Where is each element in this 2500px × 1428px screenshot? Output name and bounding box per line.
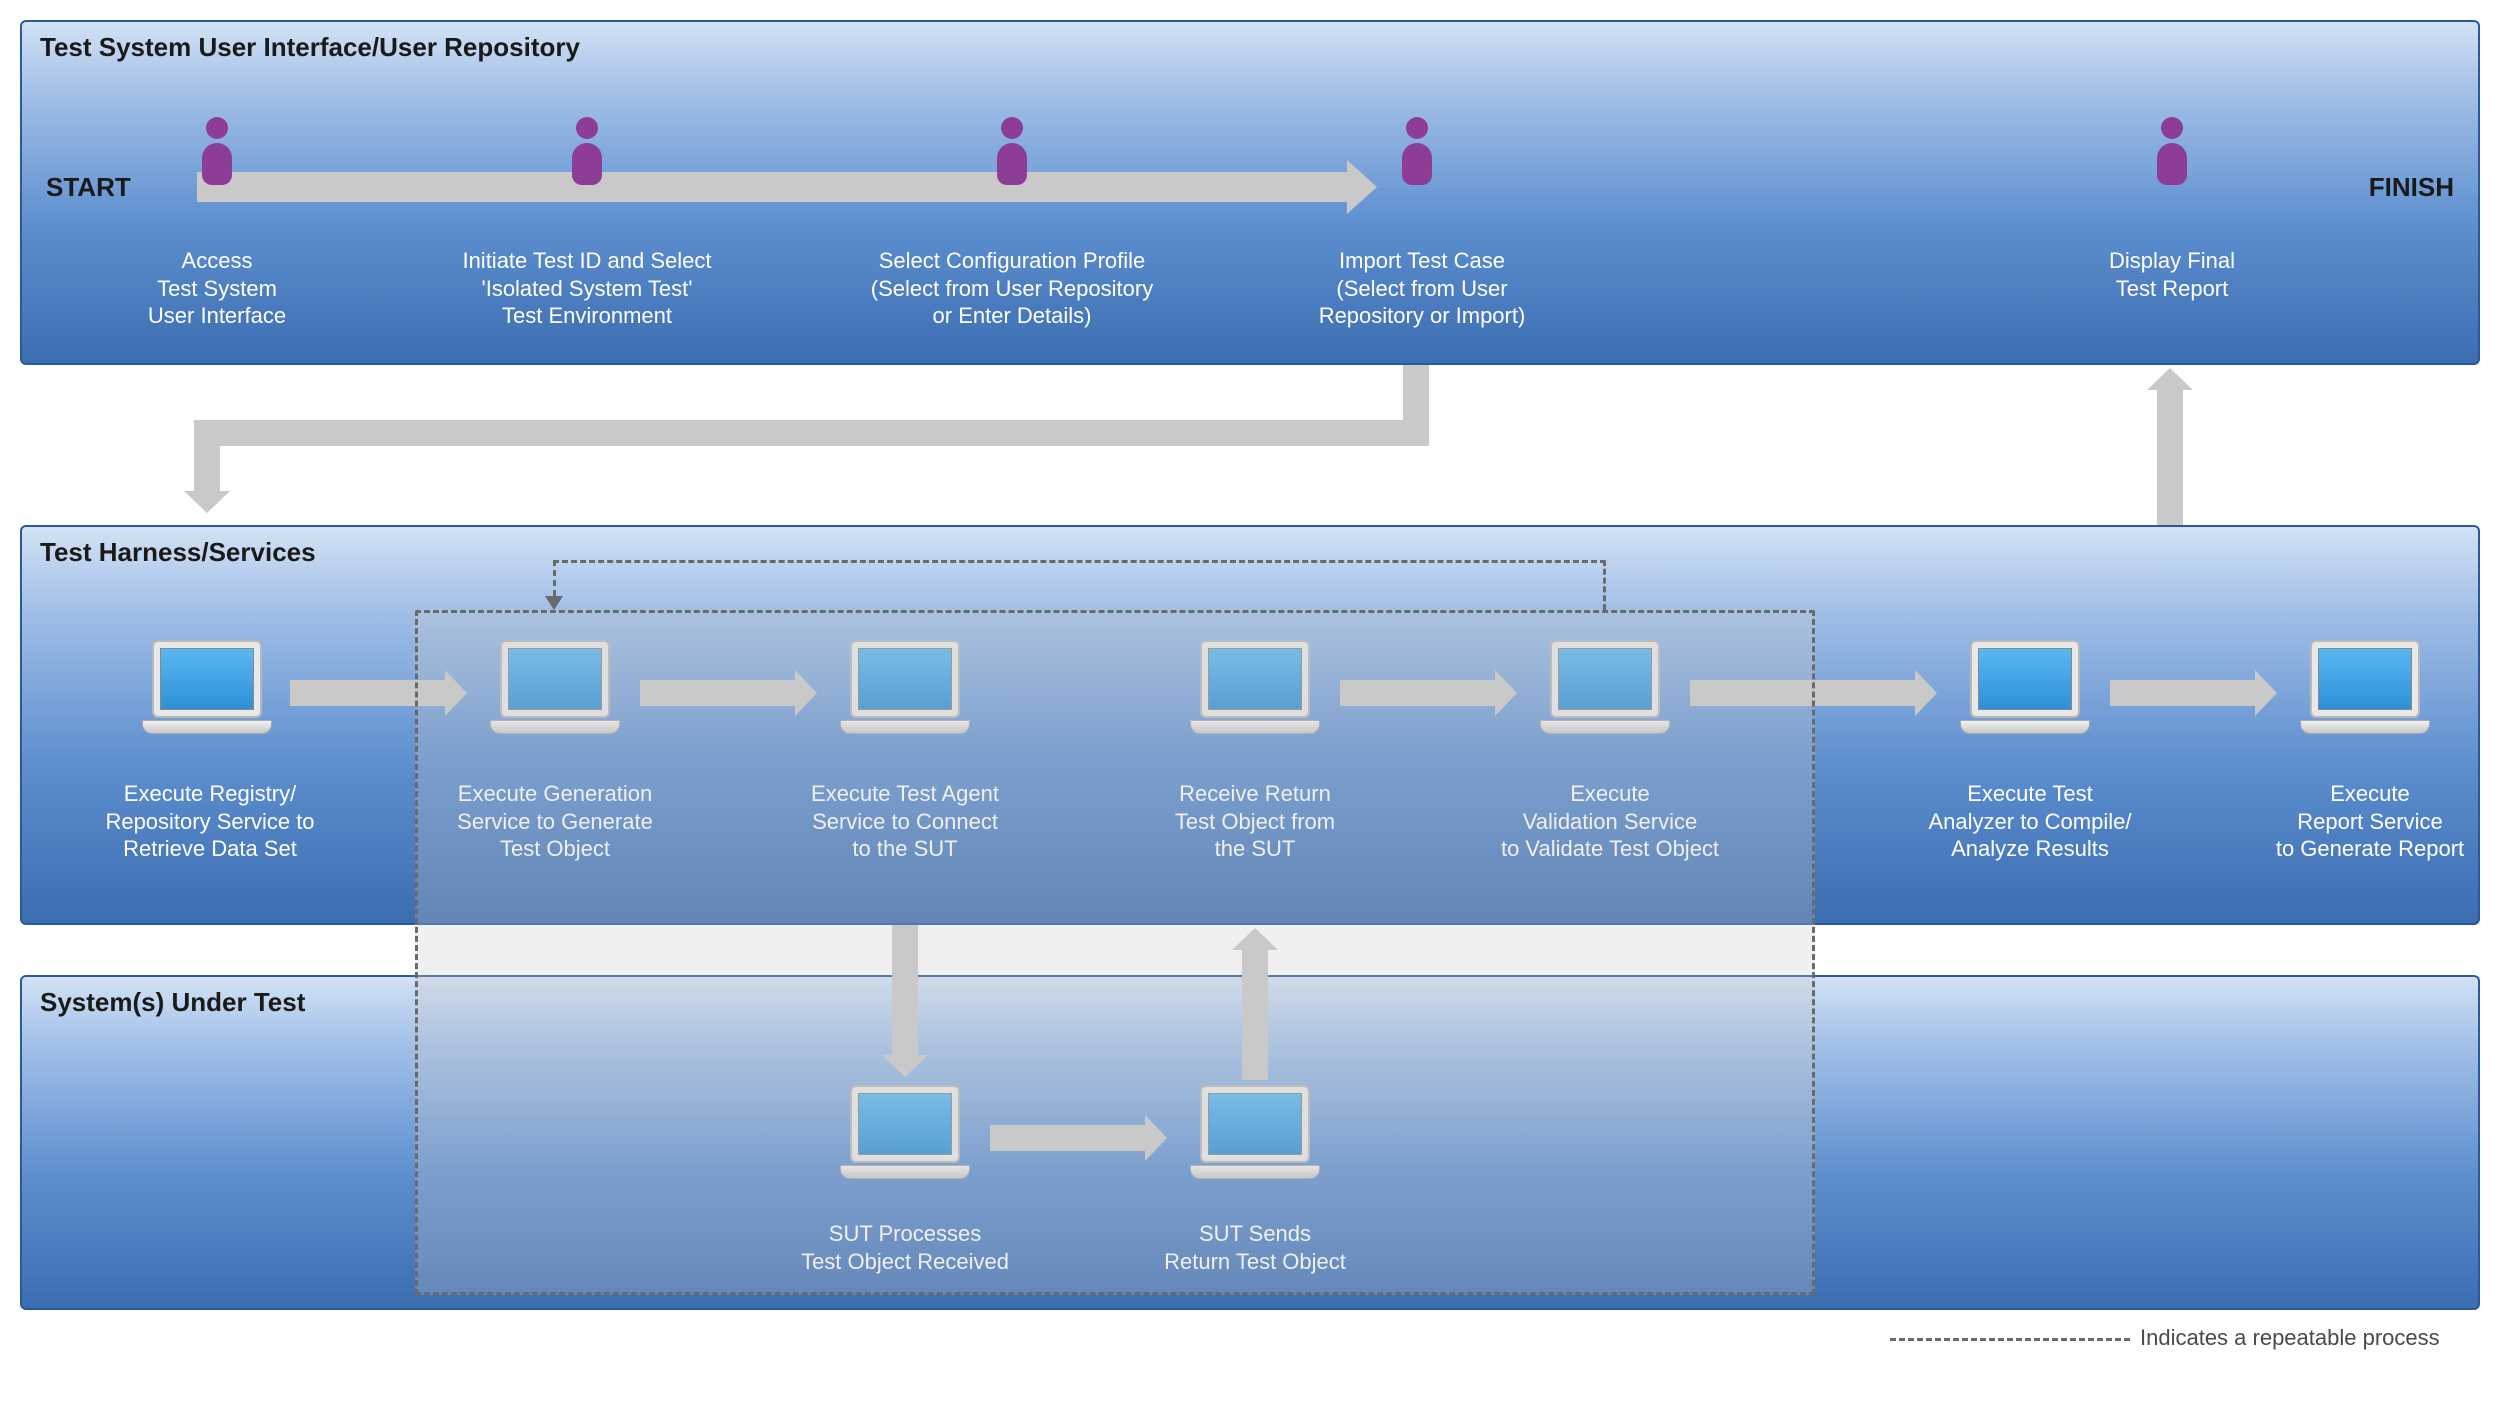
connector-mid-to-top-arrow [2157, 390, 2183, 415]
user-step-label: Import Test Case (Select from User Repos… [1282, 247, 1562, 330]
swimlane-ui-repository: Test System User Interface/User Reposito… [20, 20, 2480, 365]
connector-top-to-mid [194, 420, 1429, 446]
timeline-arrow [197, 172, 1347, 202]
service-label: Execute Test Analyzer to Compile/ Analyz… [1890, 780, 2170, 863]
user-step-label: Display Final Test Report [2052, 247, 2292, 302]
repeatable-process-box [415, 610, 1815, 1295]
flow-arrow [2110, 680, 2255, 706]
loopback-dash [553, 560, 556, 596]
user-icon [1397, 117, 1437, 187]
connector-top-to-mid-arrow [194, 446, 220, 491]
user-step-label: Access Test System User Interface [117, 247, 317, 330]
user-icon [2152, 117, 2192, 187]
user-step-label: Select Configuration Profile (Select fro… [822, 247, 1202, 330]
footnote-text: Indicates a repeatable process [2140, 1325, 2440, 1351]
user-icon [197, 117, 237, 187]
swimlane-title-bot: System(s) Under Test [40, 987, 305, 1018]
user-icon [567, 117, 607, 187]
swimlane-title-top: Test System User Interface/User Reposito… [40, 32, 580, 63]
connector-mid-to-top [2157, 415, 2183, 525]
user-icon [992, 117, 1032, 187]
laptop-icon [2300, 640, 2430, 745]
start-label: START [46, 172, 131, 203]
loopback-dash [1603, 560, 1606, 610]
swimlane-title-mid: Test Harness/Services [40, 537, 316, 568]
footnote-dash [1890, 1338, 2130, 1341]
loopback-dash [553, 560, 1606, 563]
connector-top-to-mid [1403, 365, 1429, 420]
loopback-arrowhead [545, 596, 563, 610]
user-step-label: Initiate Test ID and Select 'Isolated Sy… [417, 247, 757, 330]
laptop-icon [142, 640, 272, 745]
service-label: Execute Report Service to Generate Repor… [2230, 780, 2500, 863]
finish-label: FINISH [2369, 172, 2454, 203]
laptop-icon [1960, 640, 2090, 745]
service-label: Execute Registry/ Repository Service to … [80, 780, 340, 863]
workflow-diagram: Test System User Interface/User Reposito… [20, 20, 2480, 1400]
